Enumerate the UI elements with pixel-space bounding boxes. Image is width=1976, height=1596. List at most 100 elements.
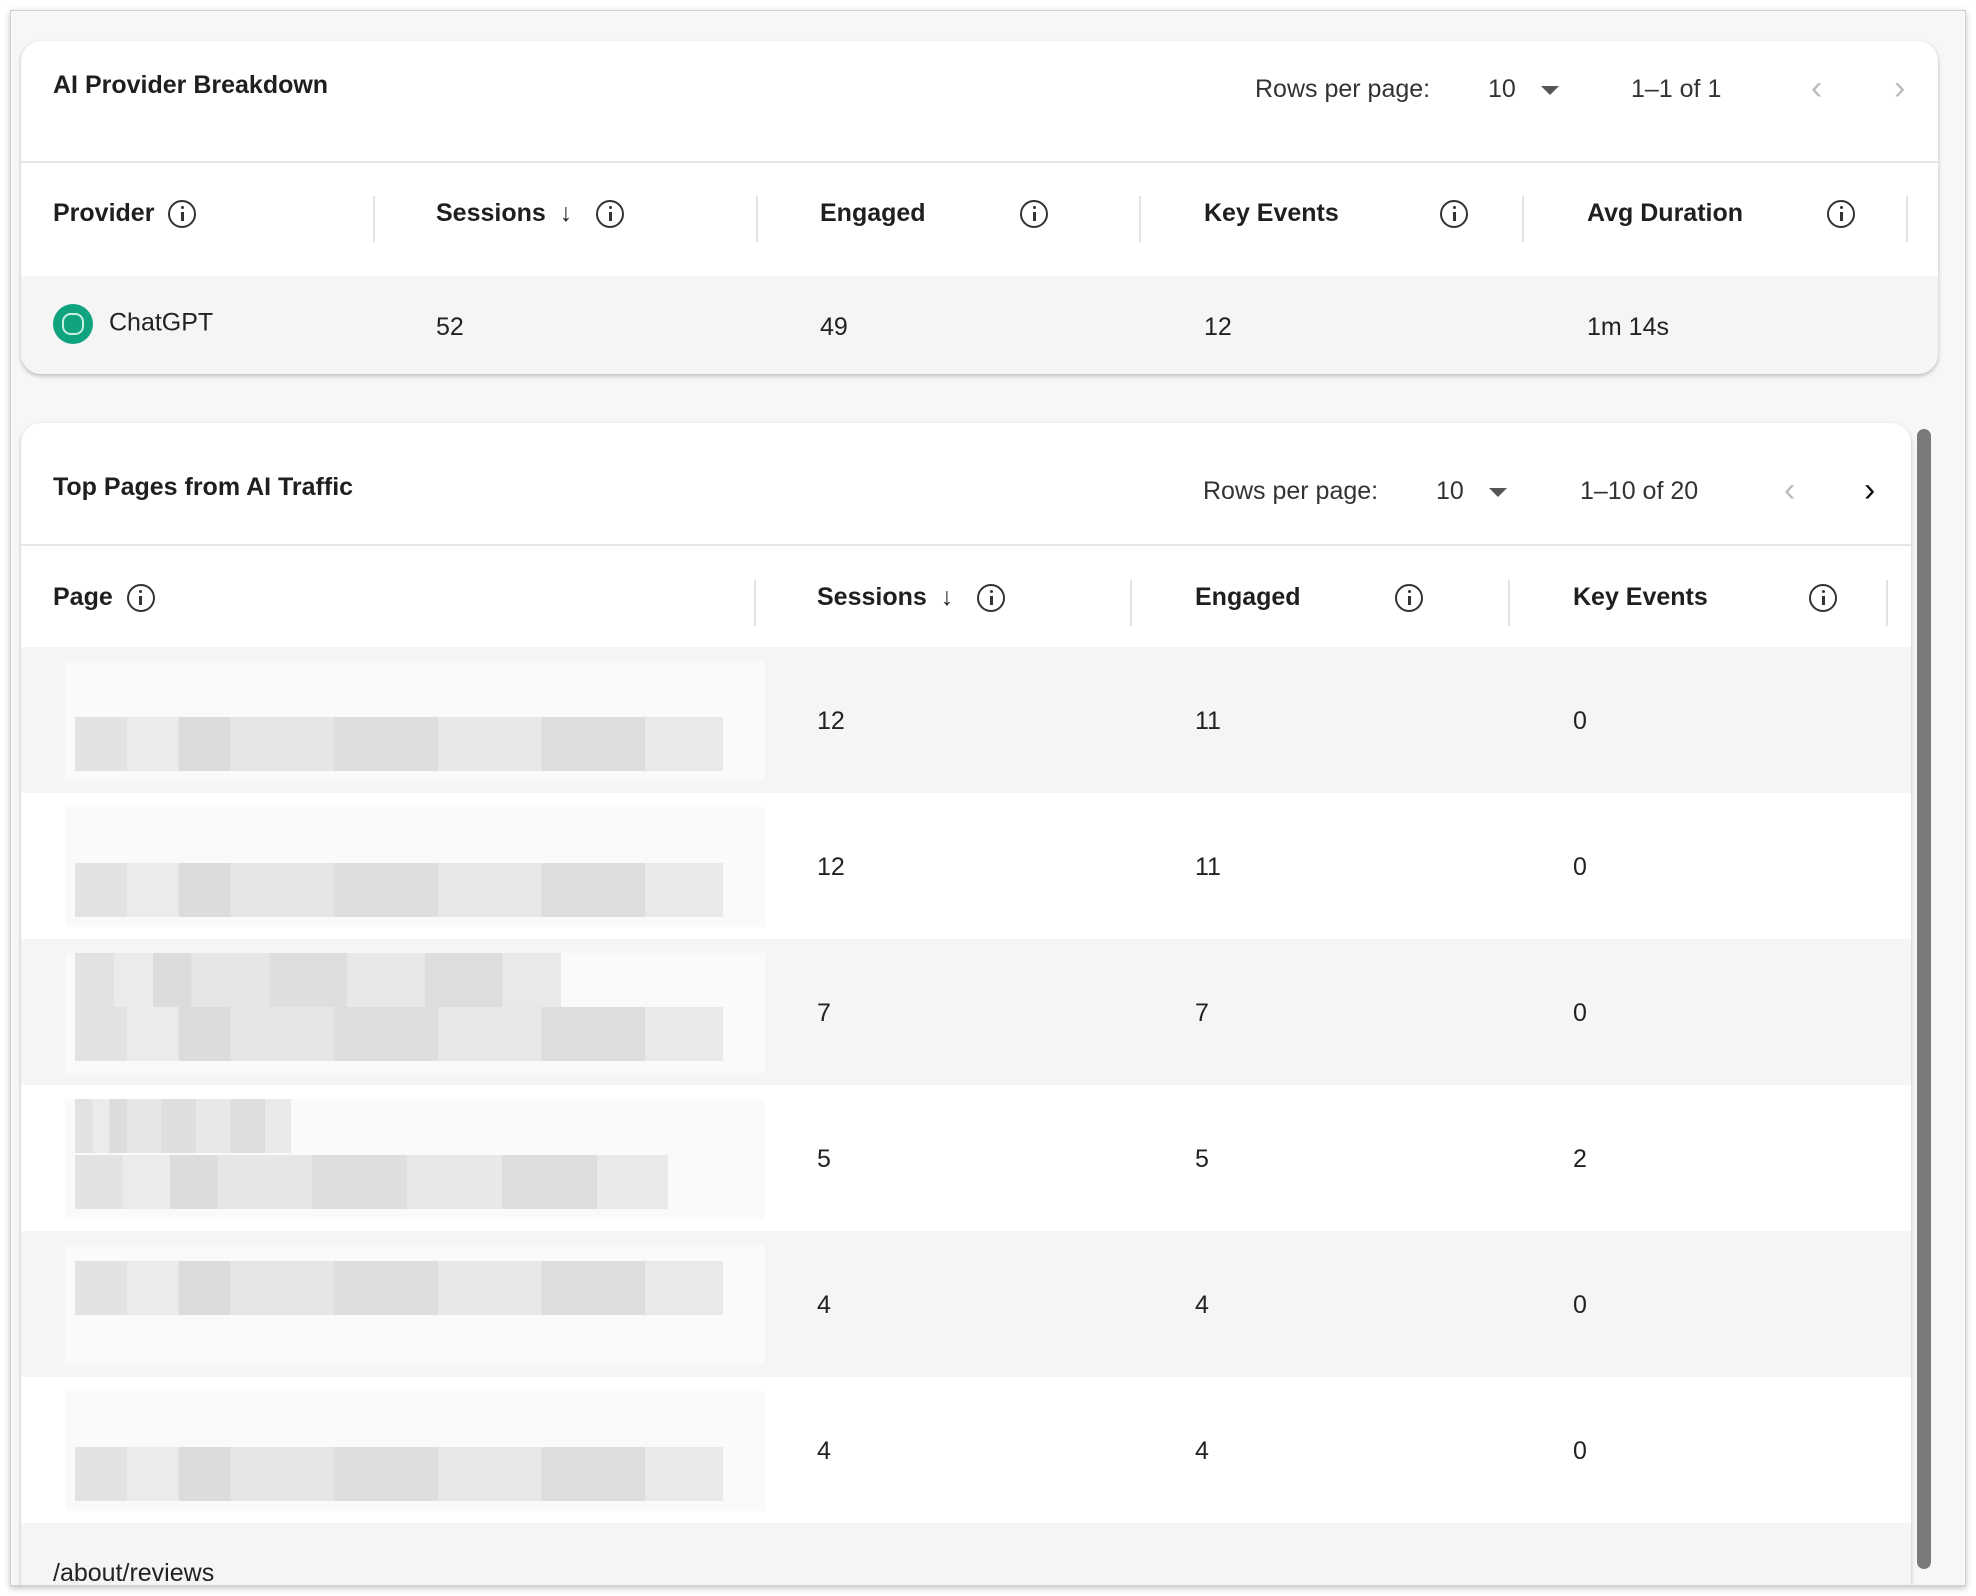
header-label: Sessions bbox=[817, 583, 927, 611]
column-header-provider[interactable]: Provider bbox=[53, 199, 197, 228]
column-header-key-events[interactable]: Key Events bbox=[1573, 583, 1837, 612]
rows-per-page-label: Rows per page: bbox=[1203, 477, 1379, 505]
key-events-cell: 12 bbox=[1204, 313, 1232, 341]
key-events-cell: 0 bbox=[1573, 853, 1587, 881]
scrollbar[interactable] bbox=[1917, 429, 1931, 1569]
key-events-cell: 0 bbox=[1573, 999, 1587, 1027]
header-label: Sessions bbox=[436, 199, 546, 227]
table-row[interactable]: 5 5 2 bbox=[21, 1085, 1911, 1231]
column-header-engaged[interactable]: Engaged bbox=[1195, 583, 1423, 612]
redacted-block bbox=[75, 1447, 723, 1501]
engaged-cell: 49 bbox=[820, 313, 848, 341]
key-events-cell: 0 bbox=[1573, 1437, 1587, 1465]
info-icon[interactable] bbox=[1827, 199, 1855, 228]
column-separator[interactable] bbox=[756, 196, 758, 242]
table-row[interactable]: 7 7 0 bbox=[21, 939, 1911, 1085]
pagination-range: 1–1 of 1 bbox=[1631, 75, 1722, 103]
next-page-button[interactable]: › bbox=[1894, 69, 1906, 107]
header-label: Engaged bbox=[820, 199, 926, 227]
header-label: Page bbox=[53, 583, 113, 611]
header-label: Provider bbox=[53, 199, 155, 227]
sessions-cell: 7 bbox=[817, 999, 831, 1027]
prev-page-button[interactable]: ‹ bbox=[1784, 471, 1796, 509]
redacted-block bbox=[75, 953, 561, 1007]
caret-down-icon bbox=[1541, 86, 1559, 95]
column-separator[interactable] bbox=[1130, 580, 1132, 626]
column-header-sessions[interactable]: Sessions ↓ bbox=[436, 199, 625, 228]
sessions-cell: 5 bbox=[817, 1145, 831, 1173]
provider-name: ChatGPT bbox=[109, 308, 214, 337]
sessions-cell: 52 bbox=[436, 313, 464, 341]
top-pages-card: Top Pages from AI Traffic Rows per page:… bbox=[21, 423, 1911, 1585]
card-title: AI Provider Breakdown bbox=[53, 71, 329, 99]
caret-down-icon bbox=[1489, 488, 1507, 497]
rows-per-page-value: 10 bbox=[1436, 477, 1464, 505]
engaged-cell: 7 bbox=[1195, 999, 1209, 1027]
engaged-cell: 11 bbox=[1195, 853, 1221, 881]
table-row[interactable]: ChatGPT 52 49 12 1m 14s bbox=[21, 276, 1938, 374]
prev-page-button[interactable]: ‹ bbox=[1811, 69, 1823, 107]
column-separator[interactable] bbox=[1522, 196, 1524, 242]
column-separator[interactable] bbox=[1886, 580, 1888, 626]
column-header-sessions[interactable]: Sessions ↓ bbox=[817, 583, 1006, 612]
column-separator[interactable] bbox=[754, 580, 756, 626]
column-header-page[interactable]: Page bbox=[53, 583, 155, 612]
engaged-cell: 5 bbox=[1195, 1145, 1209, 1173]
info-icon[interactable] bbox=[1440, 199, 1468, 228]
rows-per-page-label: Rows per page: bbox=[1255, 75, 1431, 103]
key-events-cell: 0 bbox=[1573, 707, 1587, 735]
info-icon[interactable] bbox=[168, 199, 197, 228]
window: AI Provider Breakdown Rows per page: 10 … bbox=[10, 10, 1966, 1586]
table-row[interactable]: 12 11 0 bbox=[21, 647, 1911, 793]
column-separator[interactable] bbox=[373, 196, 375, 242]
redacted-block bbox=[75, 717, 723, 771]
engaged-cell: 4 bbox=[1195, 1437, 1209, 1465]
info-icon[interactable] bbox=[596, 199, 625, 228]
redacted-block bbox=[75, 1099, 291, 1153]
sessions-cell: 12 bbox=[817, 707, 845, 735]
divider bbox=[21, 544, 1911, 546]
provider-cell: ChatGPT bbox=[53, 304, 213, 344]
header-label: Key Events bbox=[1204, 199, 1339, 227]
card-title: Top Pages from AI Traffic bbox=[53, 473, 354, 501]
header-label: Engaged bbox=[1195, 583, 1301, 611]
key-events-cell: 2 bbox=[1573, 1145, 1587, 1173]
ai-provider-breakdown-card: AI Provider Breakdown Rows per page: 10 … bbox=[21, 41, 1938, 374]
next-page-button[interactable]: › bbox=[1864, 471, 1876, 509]
sort-desc-icon: ↓ bbox=[940, 583, 954, 611]
header-label: Avg Duration bbox=[1587, 199, 1744, 227]
column-separator[interactable] bbox=[1139, 196, 1141, 242]
column-header-avg-duration[interactable]: Avg Duration bbox=[1587, 199, 1855, 228]
info-icon[interactable] bbox=[1020, 199, 1048, 228]
column-separator[interactable] bbox=[1906, 196, 1908, 242]
info-icon[interactable] bbox=[1809, 583, 1837, 612]
table-row[interactable]: 4 4 0 bbox=[21, 1377, 1911, 1523]
sessions-cell: 4 bbox=[817, 1291, 831, 1319]
header-label: Key Events bbox=[1573, 583, 1708, 611]
sessions-cell: 4 bbox=[817, 1437, 831, 1465]
column-header-key-events[interactable]: Key Events bbox=[1204, 199, 1468, 228]
page-cell[interactable]: /about/reviews bbox=[53, 1559, 215, 1585]
table-row[interactable]: 12 11 0 bbox=[21, 793, 1911, 939]
redacted-block bbox=[75, 1155, 668, 1209]
engaged-cell: 11 bbox=[1195, 707, 1221, 735]
info-icon[interactable] bbox=[1395, 583, 1423, 612]
pagination-range: 1–10 of 20 bbox=[1580, 477, 1699, 505]
redacted-block bbox=[75, 863, 723, 917]
column-separator[interactable] bbox=[1508, 580, 1510, 626]
rows-per-page-value: 10 bbox=[1488, 75, 1516, 103]
engaged-cell: 4 bbox=[1195, 1291, 1209, 1319]
sessions-cell: 12 bbox=[817, 853, 845, 881]
info-icon[interactable] bbox=[977, 583, 1006, 612]
divider bbox=[21, 161, 1938, 163]
key-events-cell: 0 bbox=[1573, 1291, 1587, 1319]
table-row[interactable]: /about/reviews bbox=[21, 1523, 1911, 1585]
redacted-block bbox=[75, 1007, 723, 1061]
column-header-engaged[interactable]: Engaged bbox=[820, 199, 1140, 228]
openai-logo-icon bbox=[53, 304, 93, 344]
redacted-block bbox=[75, 1261, 723, 1315]
rows-per-page-select[interactable]: 10 bbox=[1488, 75, 1568, 107]
rows-per-page-select[interactable]: 10 bbox=[1436, 477, 1516, 509]
table-row[interactable]: 4 4 0 bbox=[21, 1231, 1911, 1377]
info-icon[interactable] bbox=[126, 583, 155, 612]
